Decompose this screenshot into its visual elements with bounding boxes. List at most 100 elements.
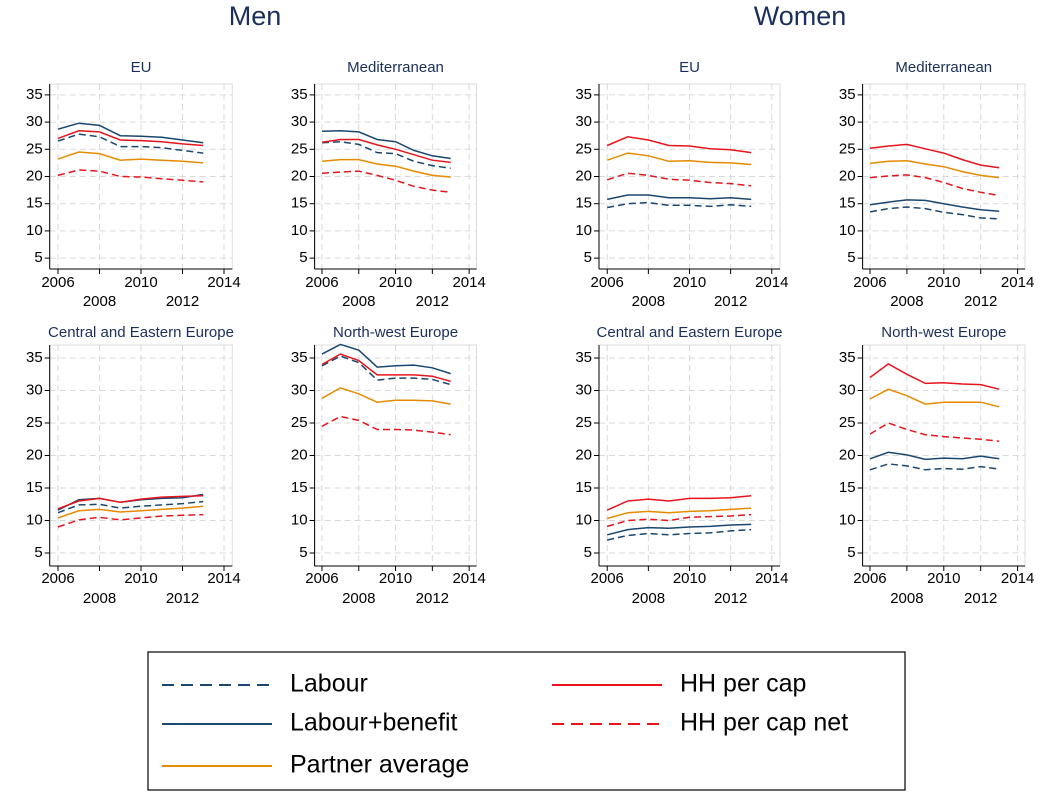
panel-title: Mediterranean	[895, 59, 992, 76]
y-tick-label: 5	[299, 544, 307, 561]
y-tick-label: 20	[291, 167, 308, 184]
series-line	[606, 152, 752, 166]
x-tick-label: 2010	[673, 570, 706, 587]
series-line	[869, 388, 1000, 408]
x-tick-label: 2008	[83, 590, 116, 607]
x-tick-label: 2006	[853, 274, 886, 291]
x-tick-label: 2006	[305, 570, 338, 587]
y-tick-label: 5	[847, 249, 855, 266]
y-tick-label: 30	[839, 113, 856, 130]
y-tick-label: 25	[839, 140, 856, 157]
y-tick-label: 30	[291, 381, 308, 398]
y-tick-label: 25	[291, 140, 308, 157]
y-tick-label: 5	[584, 249, 592, 266]
y-tick-label: 30	[26, 113, 43, 130]
x-tick-label: 2006	[591, 274, 624, 291]
series-line	[57, 130, 204, 147]
x-tick-label: 2014	[452, 274, 485, 291]
panel-title: Central and Eastern Europe	[48, 324, 234, 341]
y-tick-label: 10	[291, 511, 308, 528]
y-tick-label: 35	[26, 86, 43, 103]
y-tick-label: 15	[291, 479, 308, 496]
x-tick-label: 2010	[927, 570, 960, 587]
y-tick-label: 15	[26, 195, 43, 212]
x-tick-label: 2012	[964, 590, 997, 607]
legend-label: Partner average	[290, 751, 469, 779]
y-tick-label: 20	[575, 446, 592, 463]
series-line	[869, 143, 1000, 169]
series-line	[606, 513, 752, 528]
x-tick-label: 2006	[41, 570, 74, 587]
y-tick-label: 15	[839, 195, 856, 212]
series-line	[57, 133, 204, 154]
series-line	[606, 495, 752, 511]
x-tick-label: 2008	[632, 590, 665, 607]
series-line	[57, 122, 204, 144]
panel-title: Central and Eastern Europe	[597, 324, 783, 341]
y-tick-label: 10	[26, 222, 43, 239]
x-tick-label: 2008	[83, 293, 116, 310]
series-line	[607, 194, 752, 201]
series-line	[869, 206, 1000, 220]
y-tick-label: 30	[839, 381, 856, 398]
series-line	[57, 500, 204, 514]
x-tick-label: 2008	[632, 293, 665, 310]
y-tick-label: 20	[575, 167, 592, 184]
series-line	[321, 170, 451, 194]
series-line	[606, 136, 752, 154]
x-tick-label: 2006	[305, 274, 338, 291]
y-tick-label: 10	[839, 511, 856, 528]
x-tick-label: 2012	[166, 590, 199, 607]
y-tick-label: 25	[26, 140, 43, 157]
series-line	[606, 172, 752, 187]
y-tick-label: 20	[26, 446, 43, 463]
series-line	[321, 355, 451, 386]
y-tick-label: 25	[839, 414, 856, 431]
y-tick-label: 20	[291, 446, 308, 463]
y-tick-label: 15	[575, 195, 592, 212]
legend-box	[147, 651, 906, 791]
legend-label: HH per cap	[680, 670, 806, 698]
x-tick-label: 2014	[207, 570, 240, 587]
y-tick-label: 15	[839, 479, 856, 496]
y-tick-label: 15	[291, 195, 308, 212]
series-line	[321, 353, 451, 383]
series-line	[607, 201, 752, 209]
x-tick-label: 2008	[890, 293, 923, 310]
series-line	[869, 363, 1000, 390]
y-tick-label: 5	[299, 249, 307, 266]
series-line	[606, 507, 752, 520]
y-tick-label: 35	[575, 86, 592, 103]
y-tick-label: 35	[26, 349, 43, 366]
y-tick-label: 30	[575, 381, 592, 398]
legend-label: HH per cap net	[680, 709, 848, 737]
y-tick-label: 20	[839, 167, 856, 184]
y-tick-label: 10	[26, 511, 43, 528]
series-line	[57, 505, 204, 519]
x-tick-label: 2012	[964, 293, 997, 310]
x-tick-label: 2012	[416, 590, 449, 607]
panel-title: EU	[131, 59, 152, 76]
x-tick-label: 2014	[1001, 274, 1034, 291]
group-title: Men	[229, 1, 282, 31]
x-tick-label: 2014	[452, 570, 485, 587]
series-line	[869, 199, 1000, 213]
series-line	[321, 138, 451, 164]
x-tick-label: 2010	[124, 570, 157, 587]
y-tick-label: 30	[575, 113, 592, 130]
series-line	[869, 451, 1000, 461]
y-tick-label: 20	[839, 446, 856, 463]
x-tick-label: 2014	[755, 274, 788, 291]
x-tick-label: 2014	[755, 570, 788, 587]
x-tick-label: 2014	[1001, 570, 1034, 587]
y-tick-label: 25	[26, 414, 43, 431]
y-tick-label: 5	[34, 544, 42, 561]
y-tick-label: 25	[291, 414, 308, 431]
y-tick-label: 35	[839, 86, 856, 103]
panel-title: North-west Europe	[333, 324, 458, 341]
legend-label: Labour+benefit	[290, 709, 458, 737]
x-tick-label: 2010	[379, 274, 412, 291]
series-line	[57, 169, 204, 183]
